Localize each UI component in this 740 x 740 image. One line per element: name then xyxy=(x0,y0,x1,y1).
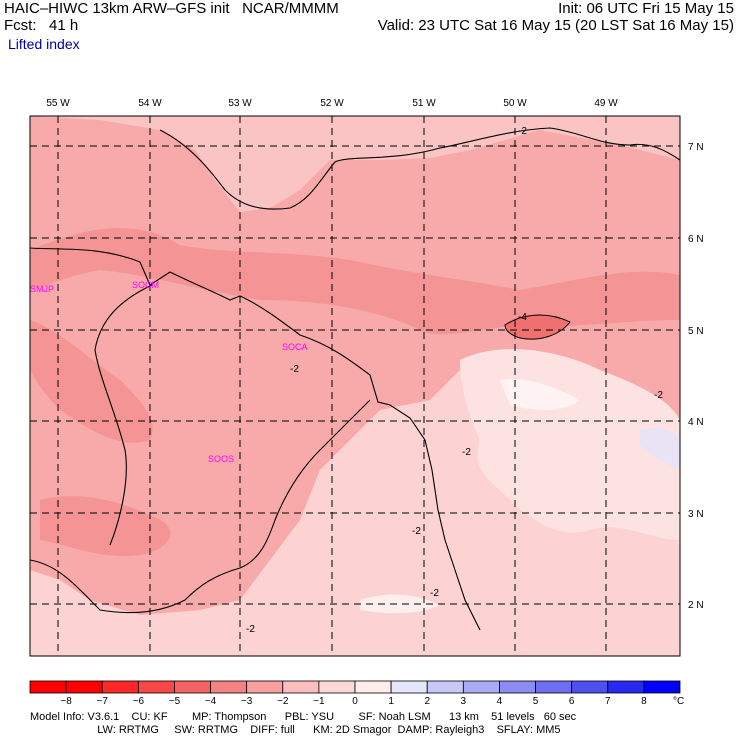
coastline-guiana xyxy=(30,247,481,631)
contour-labels: -2 -4 -2 -2 -2 -2 -2 -2 xyxy=(246,126,663,635)
colorbar-box xyxy=(643,680,681,694)
colorbar-box xyxy=(499,680,536,694)
colorbar-box xyxy=(318,680,356,694)
colorbar-tick-label: −2 xyxy=(277,696,289,707)
station-label-smjp: SMJP xyxy=(30,284,54,294)
station-labels: SMJP SOCM SOCA SOOS xyxy=(30,280,308,464)
lon-label: 52 W xyxy=(320,98,344,109)
lon-label: 51 W xyxy=(412,98,436,109)
medium-pink-region xyxy=(30,116,680,615)
map-title: HAIC–HIWC 13km ARW–GFS init NCAR/MMMM xyxy=(4,0,339,17)
contour-label: -2 xyxy=(518,126,527,137)
colorbar-box xyxy=(607,680,645,694)
slightly-positive-patch xyxy=(640,428,680,470)
colorbar-box xyxy=(571,680,609,694)
colorbar-box xyxy=(462,680,500,694)
colorbar-tick-label: −8 xyxy=(60,696,72,707)
colorbar-box xyxy=(354,680,392,694)
contour-label: -2 xyxy=(412,526,421,537)
border-suriname xyxy=(94,284,153,546)
contour-upper xyxy=(159,127,680,210)
lat-label: 4 N xyxy=(688,417,704,428)
model-info-line-2: LW: RRTMG SW: RRTMG DIFF: full KM: 2D Sm… xyxy=(30,724,561,736)
colorbar-box xyxy=(535,680,573,694)
station-label-soca: SOCA xyxy=(282,342,308,352)
colorbar-tick-labels: −8 −7 −6 −5 −4 −3 −2 −1 0 1 2 3 4 5 6 7 8 xyxy=(60,696,647,707)
colorbar-tick-label: −3 xyxy=(241,696,253,707)
station-label-socm: SOCM xyxy=(132,280,159,290)
forecast-hour: Fcst: 41 h xyxy=(4,17,79,34)
colorbar-tick-label: 6 xyxy=(569,696,575,707)
colorbar-box xyxy=(390,680,428,694)
lon-label: 53 W xyxy=(228,98,252,109)
colorbar-box xyxy=(29,680,67,694)
light-patch-south xyxy=(360,594,440,614)
colorbar-tick-label: 4 xyxy=(497,696,503,707)
contour-label: -2 xyxy=(430,588,439,599)
model-info-line-1: Model Info: V3.6.1 CU: KF MP: Thompson P… xyxy=(30,711,577,723)
colorbar-box xyxy=(65,680,103,694)
lat-label: 7 N xyxy=(688,142,704,153)
lat-lon-grid xyxy=(30,116,680,656)
coastlines xyxy=(30,127,680,631)
station-label-soos: SOOS xyxy=(208,454,234,464)
contour-label: -2 xyxy=(290,364,299,375)
colorbar-unit: °C xyxy=(673,696,684,707)
contour-label: -4 xyxy=(518,312,527,323)
lat-label: 2 N xyxy=(688,600,704,611)
colorbar-box xyxy=(426,680,464,694)
colorbar-box xyxy=(282,680,320,694)
upper-region xyxy=(30,116,680,212)
contour-label: -2 xyxy=(246,624,255,635)
colorbar-tick-label: 7 xyxy=(605,696,611,707)
field-name: Lifted index xyxy=(8,36,80,52)
near-zero-core xyxy=(500,379,580,410)
colorbar-box xyxy=(174,680,211,694)
lat-label: 5 N xyxy=(688,326,704,337)
contour-label: -2 xyxy=(654,390,663,401)
lat-labels: 7 N 6 N 5 N 4 N 3 N 2 N xyxy=(688,142,704,611)
colorbar-box xyxy=(246,680,284,694)
colorbar-tick-label: −4 xyxy=(205,696,217,707)
colorbar-tick-label: 1 xyxy=(388,696,394,707)
map-frame xyxy=(29,115,681,657)
colorbar-box xyxy=(137,680,175,694)
colorbar-tick-label: 2 xyxy=(424,696,430,707)
lon-label: 49 W xyxy=(594,98,618,109)
colorbar-tick-label: −1 xyxy=(313,696,325,707)
lat-label: 6 N xyxy=(688,234,704,245)
darker-patch-west xyxy=(30,320,153,443)
colorbar-tick-label: 0 xyxy=(352,696,358,707)
lat-label: 3 N xyxy=(688,509,704,520)
colorbar-tick-label: −7 xyxy=(97,696,109,707)
border-brazil xyxy=(30,399,371,614)
lon-labels: 55 W 54 W 53 W 52 W 51 W 50 W 49 W xyxy=(46,98,618,109)
contour-label: -2 xyxy=(462,447,471,458)
lon-label: 50 W xyxy=(503,98,527,109)
minus-four-cell xyxy=(504,314,571,340)
colorbar-tick-label: 8 xyxy=(641,696,647,707)
valid-time: Valid: 23 UTC Sat 16 May 15 (20 LST Sat … xyxy=(377,17,734,34)
map-fill xyxy=(30,116,680,656)
darker-band xyxy=(30,228,680,335)
colorbar-tick-label: 3 xyxy=(461,696,467,707)
darker-patch-south xyxy=(40,496,171,557)
colorbar-box xyxy=(101,680,139,694)
colorbar xyxy=(29,680,681,694)
lon-label: 55 W xyxy=(46,98,70,109)
colorbar-tick-label: −5 xyxy=(169,696,181,707)
lon-label: 54 W xyxy=(138,98,162,109)
colorbar-tick-label: −6 xyxy=(133,696,145,707)
colorbar-box xyxy=(210,680,248,694)
init-time: Init: 06 UTC Fri 15 May 15 xyxy=(558,0,734,17)
colorbar-tick-label: 5 xyxy=(533,696,539,707)
